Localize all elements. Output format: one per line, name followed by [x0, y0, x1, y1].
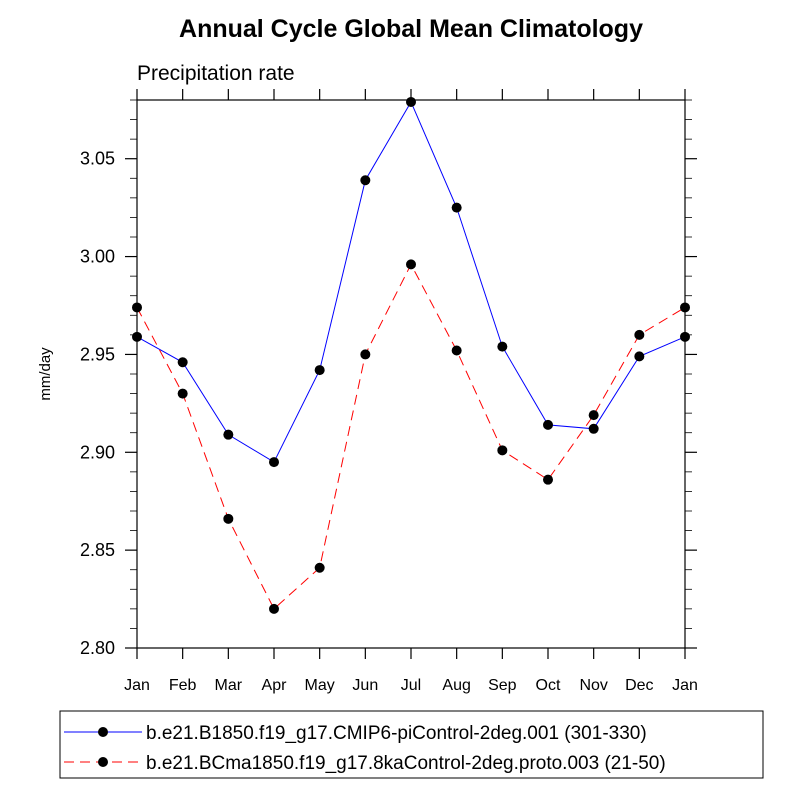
series-line-1: [136, 263, 686, 610]
series-line-0: [136, 100, 686, 463]
data-point-series-1: [406, 259, 416, 270]
data-point-series-0: [223, 429, 234, 440]
data-point-series-1: [269, 603, 279, 614]
data-point-series-1: [543, 474, 553, 485]
y-tick-label: 2.95: [80, 344, 115, 364]
x-tick-label: Dec: [625, 677, 653, 694]
x-tick-label: Nov: [579, 677, 607, 694]
legend-box: [59, 710, 764, 779]
data-point-series-1: [177, 388, 188, 399]
x-tick-label: Jan: [672, 677, 698, 694]
x-tick-label: Sep: [488, 677, 517, 694]
data-point-series-0: [543, 419, 553, 430]
data-point-series-1: [223, 513, 234, 524]
x-tick-label: May: [305, 677, 335, 694]
chart-subtitle: Precipitation rate: [137, 62, 295, 85]
x-tick-label: Mar: [215, 677, 243, 694]
x-tick-label: Apr: [262, 677, 288, 694]
data-point-series-0: [360, 175, 371, 186]
y-tick-label: 2.90: [80, 442, 115, 462]
data-point-series-1: [451, 345, 462, 356]
legend-label-1: b.e21.BCma1850.f19_g17.8kaControl-2deg.p…: [146, 753, 666, 774]
y-tick-label: 2.80: [80, 638, 115, 658]
data-point-series-0: [406, 96, 416, 107]
data-point-series-1: [588, 410, 599, 421]
data-point-series-0: [497, 341, 508, 352]
legend-marker-0: [98, 727, 108, 737]
y-axis-label: mm/day: [37, 347, 54, 401]
data-point-series-1: [634, 329, 645, 340]
x-tick-label: Oct: [536, 677, 561, 694]
data-point-series-1: [360, 349, 371, 360]
data-point-series-0: [177, 357, 188, 368]
data-point-series-1: [132, 302, 142, 313]
data-point-series-0: [132, 331, 142, 342]
y-tick-label: 2.85: [80, 540, 115, 560]
x-tick-label: Jun: [352, 677, 378, 694]
data-point-series-1: [497, 445, 508, 456]
data-point-series-0: [588, 423, 599, 434]
legend-marker-1: [98, 757, 108, 767]
x-tick-label: Jul: [401, 677, 421, 694]
y-tick-label: 3.00: [80, 247, 115, 267]
data-point-series-0: [634, 351, 645, 362]
x-tick-label: Aug: [442, 677, 470, 694]
x-tick-label: Jan: [124, 677, 150, 694]
plot-frame: [136, 99, 686, 649]
y-tick-label: 3.05: [80, 149, 115, 169]
data-point-series-1: [314, 562, 325, 573]
x-tick-label: Feb: [169, 677, 197, 694]
data-point-series-0: [680, 331, 690, 342]
legend: b.e21.B1850.f19_g17.CMIP6-piControl-2deg…: [59, 710, 764, 779]
data-point-series-0: [269, 457, 279, 468]
legend-label-0: b.e21.B1850.f19_g17.CMIP6-piControl-2deg…: [146, 723, 647, 744]
chart-title: Annual Cycle Global Mean Climatology: [179, 15, 643, 43]
data-point-series-1: [680, 302, 690, 313]
data-point-series-0: [451, 202, 462, 213]
data-point-series-0: [314, 365, 325, 376]
